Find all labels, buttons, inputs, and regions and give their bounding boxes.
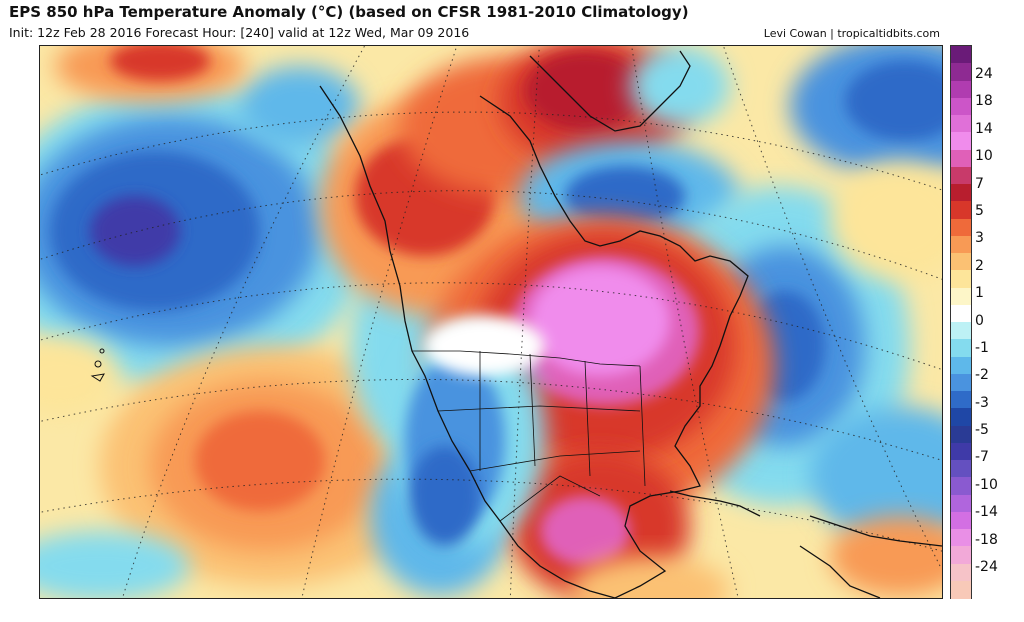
- coastlines: [319, 50, 942, 598]
- color-scale-segment: [951, 166, 971, 185]
- color-scale-segment: [951, 253, 971, 271]
- color-scale-label: -7: [975, 449, 989, 466]
- color-scale-label: 2: [975, 257, 984, 274]
- color-scale-label: 5: [975, 202, 984, 219]
- color-scale-segment: [951, 373, 971, 392]
- color-scale-segment: [951, 425, 971, 444]
- color-scale-segment: [951, 580, 971, 599]
- color-scale-segment: [951, 235, 971, 254]
- color-scale-segment: [951, 546, 971, 564]
- color-scale-segment: [951, 218, 971, 237]
- color-scale-label: -10: [975, 476, 998, 493]
- cold-anomaly-southwest-us: [395, 316, 545, 546]
- color-scale-label: 18: [975, 93, 993, 110]
- color-scale-label: 14: [975, 120, 993, 137]
- color-scale-segment: [951, 304, 971, 323]
- color-scale-segment: [951, 149, 971, 168]
- color-scale-label: 3: [975, 230, 984, 247]
- color-scale-segment: [951, 339, 971, 357]
- warm-anomaly-central-pacific: [40, 336, 440, 598]
- author-credit: Levi Cowan | tropicaltidbits.com: [763, 27, 940, 40]
- color-scale-label: -18: [975, 531, 998, 548]
- color-scale-segment: [951, 80, 971, 99]
- color-scale-segment: [951, 563, 971, 582]
- cold-anomaly-north-pacific: [40, 66, 370, 386]
- color-scale-label: -2: [975, 367, 989, 384]
- color-scale-segment: [951, 408, 971, 426]
- color-scale-segment: [951, 322, 971, 340]
- color-scale-segment: [951, 132, 971, 150]
- color-scale-segment: [951, 97, 971, 116]
- color-scale-segment: [951, 442, 971, 461]
- color-scale-segment: [951, 460, 971, 478]
- color-scale-label: 1: [975, 285, 984, 302]
- color-scale-segment: [951, 184, 971, 202]
- color-scale-segment: [951, 287, 971, 306]
- color-scale-label: -5: [975, 422, 989, 439]
- cold-anomaly-northeast-atlantic: [790, 46, 942, 596]
- color-scale-label: 0: [975, 312, 984, 329]
- warm-anomaly-mexico: [510, 451, 730, 598]
- color-scale-segment: [951, 391, 971, 409]
- color-scale-segment: [951, 529, 971, 547]
- color-scale-label: -3: [975, 394, 989, 411]
- hawaii: [90, 348, 105, 382]
- color-scale-segment: [951, 115, 971, 133]
- color-scale-segment: [951, 270, 971, 288]
- chart-title: EPS 850 hPa Temperature Anomaly (°C) (ba…: [9, 3, 689, 21]
- color-scale-label: -24: [975, 559, 998, 575]
- color-scale-label: -14: [975, 504, 998, 521]
- anomaly-map: [39, 45, 943, 599]
- color-scale-segment: [951, 46, 971, 64]
- color-scale-label: 10: [975, 148, 993, 165]
- color-scale-segment: [951, 63, 971, 81]
- color-scale-label: -1: [975, 339, 989, 356]
- political-boundaries: [412, 350, 646, 522]
- warm-anomaly-alaska-coast: [55, 46, 245, 101]
- color-scale-segment: [951, 511, 971, 530]
- color-scale-label: 24: [975, 66, 993, 82]
- color-scale-segment: [951, 356, 971, 375]
- forecast-info: Init: 12z Feb 28 2016 Forecast Hour: [24…: [9, 25, 470, 40]
- color-scale-label: 7: [975, 175, 984, 192]
- color-scale-bar: [950, 45, 972, 599]
- graticule: [40, 46, 942, 598]
- color-scale-segment: [951, 477, 971, 495]
- color-scale-segment: [951, 201, 971, 219]
- color-scale-segment: [951, 494, 971, 513]
